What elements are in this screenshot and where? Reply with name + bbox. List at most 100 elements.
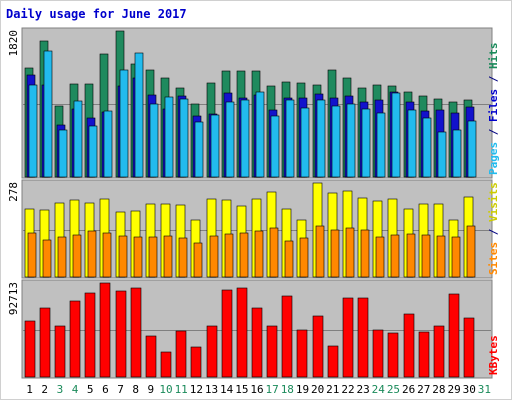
bar-kbytes-day-4 — [69, 300, 81, 378]
bar-pages-day-20 — [316, 99, 326, 178]
bar-sites-day-7 — [118, 235, 128, 278]
bar-sites-day-6 — [102, 232, 112, 278]
day-label-2: 2 — [41, 383, 48, 396]
bar-pages-day-12 — [194, 121, 204, 178]
bar-kbytes-day-16 — [251, 307, 263, 378]
bar-kbytes-day-9 — [145, 335, 157, 378]
bar-sites-day-14 — [224, 233, 234, 278]
day-label-13: 13 — [205, 383, 218, 396]
day-label-12: 12 — [190, 383, 203, 396]
day-label-30: 30 — [463, 383, 476, 396]
bar-kbytes-day-20 — [312, 315, 324, 378]
bar-pages-day-15 — [240, 99, 250, 178]
day-label-19: 19 — [296, 383, 309, 396]
bar-kbytes-day-18 — [281, 295, 293, 378]
bar-kbytes-day-24 — [372, 329, 384, 378]
day-label-6: 6 — [102, 383, 109, 396]
day-label-21: 21 — [326, 383, 339, 396]
bar-sites-day-18 — [284, 240, 294, 278]
panel-requests-max-label: 1820 — [7, 30, 20, 57]
bar-sites-day-15 — [239, 232, 249, 278]
bar-kbytes-day-3 — [54, 325, 66, 378]
bar-sites-day-23 — [360, 229, 370, 278]
bar-sites-day-8 — [133, 236, 143, 278]
day-label-11: 11 — [175, 383, 188, 396]
bar-kbytes-day-22 — [342, 297, 354, 378]
bar-pages-day-9 — [149, 103, 159, 178]
bar-pages-day-21 — [331, 105, 341, 178]
bar-pages-day-11 — [179, 98, 189, 178]
bar-sites-day-1 — [27, 232, 37, 278]
bar-kbytes-day-26 — [403, 313, 415, 378]
day-label-24: 24 — [372, 383, 386, 396]
bar-sites-day-26 — [406, 233, 416, 278]
bar-sites-day-27 — [421, 234, 431, 278]
day-label-1: 1 — [26, 383, 33, 396]
day-label-25: 25 — [387, 383, 400, 396]
day-label-7: 7 — [117, 383, 124, 396]
bar-pages-day-17 — [270, 115, 280, 178]
day-label-18: 18 — [281, 383, 294, 396]
bar-pages-day-19 — [300, 107, 310, 178]
bar-kbytes-day-14 — [221, 289, 233, 378]
bar-pages-day-25 — [391, 92, 401, 178]
day-label-4: 4 — [72, 383, 79, 396]
day-label-27: 27 — [417, 383, 430, 396]
axis-label-part: Files — [487, 89, 500, 122]
bar-sites-day-20 — [315, 225, 325, 278]
bar-kbytes-day-1 — [24, 320, 36, 378]
day-label-22: 22 — [341, 383, 354, 396]
bar-kbytes-day-29 — [448, 293, 460, 378]
bar-kbytes-day-7 — [115, 290, 127, 378]
day-label-14: 14 — [220, 383, 234, 396]
bar-kbytes-day-12 — [190, 346, 202, 378]
bar-pages-day-27 — [422, 117, 432, 178]
bar-kbytes-day-5 — [84, 292, 96, 378]
bar-kbytes-day-15 — [236, 287, 248, 378]
bar-sites-day-21 — [330, 229, 340, 278]
bar-sites-day-9 — [148, 236, 158, 278]
bar-sites-day-12 — [193, 242, 203, 278]
bar-kbytes-day-23 — [357, 297, 369, 378]
bar-pages-day-4 — [73, 100, 83, 178]
day-label-15: 15 — [235, 383, 248, 396]
bar-kbytes-day-10 — [160, 351, 172, 378]
bar-sites-day-29 — [451, 236, 461, 278]
day-label-5: 5 — [87, 383, 94, 396]
bar-sites-day-10 — [163, 235, 173, 278]
bar-kbytes-day-13 — [206, 325, 218, 378]
day-label-16: 16 — [250, 383, 263, 396]
day-label-9: 9 — [148, 383, 155, 396]
day-label-26: 26 — [402, 383, 415, 396]
bar-sites-day-22 — [345, 227, 355, 278]
bar-kbytes-day-17 — [266, 325, 278, 378]
day-label-17: 17 — [266, 383, 279, 396]
panel-kbytes-axis-label: KBytes — [487, 335, 500, 375]
axis-label-part: / — [487, 122, 500, 142]
axis-label-part: / — [487, 222, 500, 242]
bar-pages-day-6 — [103, 110, 113, 178]
panel-requests-axis-label: Pages / Files / Hits — [487, 43, 500, 176]
bar-sites-day-17 — [269, 227, 279, 278]
panel-visitors-max-label: 278 — [7, 182, 20, 202]
bar-kbytes-day-8 — [130, 287, 142, 378]
bar-kbytes-day-19 — [296, 329, 308, 378]
bar-sites-day-11 — [178, 237, 188, 278]
bar-sites-day-16 — [254, 230, 264, 278]
bar-pages-day-8 — [134, 52, 144, 178]
day-label-8: 8 — [132, 383, 139, 396]
bar-sites-day-4 — [72, 234, 82, 278]
bar-pages-day-13 — [210, 114, 220, 178]
axis-label-part: Sites — [487, 242, 500, 275]
axis-label-part: Hits — [487, 43, 500, 70]
day-label-29: 29 — [447, 383, 460, 396]
panel-kbytes-max-label: 92713 — [7, 282, 20, 315]
day-label-10: 10 — [159, 383, 172, 396]
bar-sites-day-30 — [466, 225, 476, 278]
bar-pages-day-16 — [255, 91, 265, 178]
day-label-23: 23 — [357, 383, 370, 396]
bar-kbytes-day-27 — [418, 331, 430, 378]
axis-label-part: Pages — [487, 142, 500, 175]
bar-kbytes-day-11 — [175, 330, 187, 378]
day-label-28: 28 — [432, 383, 445, 396]
